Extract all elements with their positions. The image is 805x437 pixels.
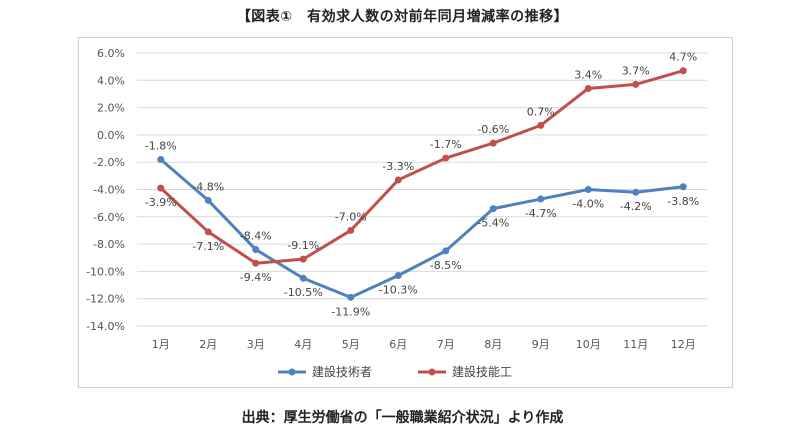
x-tick-label: 3月 [247, 338, 265, 351]
x-tick-label: 2月 [199, 338, 217, 351]
y-tick-label: -2.0% [93, 156, 125, 169]
legend-label: 建設技術者 [312, 364, 372, 379]
gridlines [137, 52, 707, 327]
x-tick-label: 12月 [671, 338, 696, 351]
data-point [394, 271, 402, 279]
data-label: 3.4% [574, 68, 602, 81]
data-label: -1.8% [145, 139, 177, 152]
series-lines [159, 69, 685, 299]
x-tick-label: 5月 [342, 338, 360, 351]
data-label: -8.5% [430, 259, 462, 272]
x-tick-label: 10月 [576, 338, 601, 351]
data-label: -3.3% [382, 160, 414, 173]
data-label: -3.9% [145, 196, 177, 209]
x-tick-label: 8月 [484, 338, 502, 351]
data-label: -4.8% [192, 180, 224, 193]
data-point [584, 186, 592, 193]
series-points [157, 67, 687, 301]
line-chart: 6.0% 4.0% 2.0% 0.0% -2.0% -4.0% -6.0% -8.0% -10.… [86, 47, 707, 379]
y-tick-label: 0.0% [97, 129, 125, 142]
series-line-2 [159, 69, 685, 265]
data-label: -4.0% [572, 198, 604, 211]
data-labels: -1.8% -4.8% -8.4% -10.5% -11.9% -10.3% -8.5% -5… [145, 51, 699, 319]
y-tick-label: 2.0% [97, 102, 125, 115]
data-point [157, 155, 165, 163]
series-line-1 [159, 157, 685, 299]
x-tick-label: 9月 [532, 338, 550, 351]
data-point [347, 226, 355, 234]
data-point [632, 188, 640, 196]
data-point [584, 84, 592, 92]
y-tick-label: -4.0% [93, 184, 125, 197]
legend: 建設技術者 建設技能工 [278, 364, 512, 379]
legend-marker [428, 368, 436, 376]
data-label: -1.7% [430, 138, 462, 151]
data-point [157, 184, 165, 192]
y-tick-label: 4.0% [97, 74, 125, 87]
data-point [394, 176, 402, 184]
chart-title: 【図表① 有効求人数の対前年同月増減率の推移】 [236, 9, 569, 25]
data-label: -4.2% [620, 200, 652, 213]
y-tick-label: 6.0% [97, 47, 125, 60]
y-tick-label: -14.0% [86, 320, 125, 333]
y-axis-ticks: 6.0% 4.0% 2.0% 0.0% -2.0% -4.0% -6.0% -8.0% -10.… [86, 47, 125, 333]
legend-marker [288, 368, 296, 376]
y-tick-label: -6.0% [93, 211, 125, 224]
data-label: -8.4% [240, 230, 272, 243]
data-label: -0.6% [477, 123, 509, 136]
data-label: 3.7% [622, 64, 650, 77]
x-tick-label: 6月 [389, 338, 407, 351]
data-label: -11.9% [331, 305, 370, 318]
data-label: -10.5% [284, 286, 323, 299]
data-label: -4.7% [525, 207, 557, 220]
source-note: 出典：厚生労働省の「一般職業紹介状況」より作成 [241, 410, 564, 426]
y-tick-label: -8.0% [93, 238, 125, 251]
data-label: -9.1% [287, 239, 319, 252]
data-label: 4.7% [669, 51, 697, 64]
data-point [632, 80, 640, 88]
data-point [537, 195, 545, 203]
data-label: -3.8% [667, 195, 699, 208]
data-label: -7.1% [192, 240, 224, 253]
x-tick-label: 4月 [294, 338, 312, 351]
data-point [489, 139, 497, 147]
data-point [299, 255, 307, 263]
data-point [442, 154, 450, 162]
data-label: -9.4% [240, 271, 272, 284]
data-point [252, 259, 260, 267]
data-point [489, 205, 497, 213]
y-tick-label: -12.0% [86, 293, 125, 306]
data-label: -7.0% [335, 210, 367, 223]
data-point [204, 196, 212, 204]
data-label: -10.3% [379, 283, 418, 296]
chart-frame [78, 37, 733, 388]
x-tick-label: 7月 [437, 338, 455, 351]
data-point [299, 274, 307, 282]
data-point [347, 293, 355, 301]
data-point [204, 228, 212, 236]
data-label: 0.7% [527, 105, 555, 118]
x-axis-ticks: 1月 2月 3月 4月 5月 6月 7月 8月 9月 10月 11月 12月 [152, 338, 696, 351]
data-point [679, 183, 687, 191]
data-point [252, 246, 260, 254]
data-point [442, 247, 450, 255]
x-tick-label: 11月 [623, 338, 648, 351]
data-label: -5.4% [477, 217, 509, 230]
data-point [679, 67, 687, 75]
x-tick-label: 1月 [152, 338, 170, 351]
data-point [537, 121, 545, 129]
legend-label: 建設技能工 [452, 364, 512, 379]
y-tick-label: -10.0% [86, 265, 125, 278]
